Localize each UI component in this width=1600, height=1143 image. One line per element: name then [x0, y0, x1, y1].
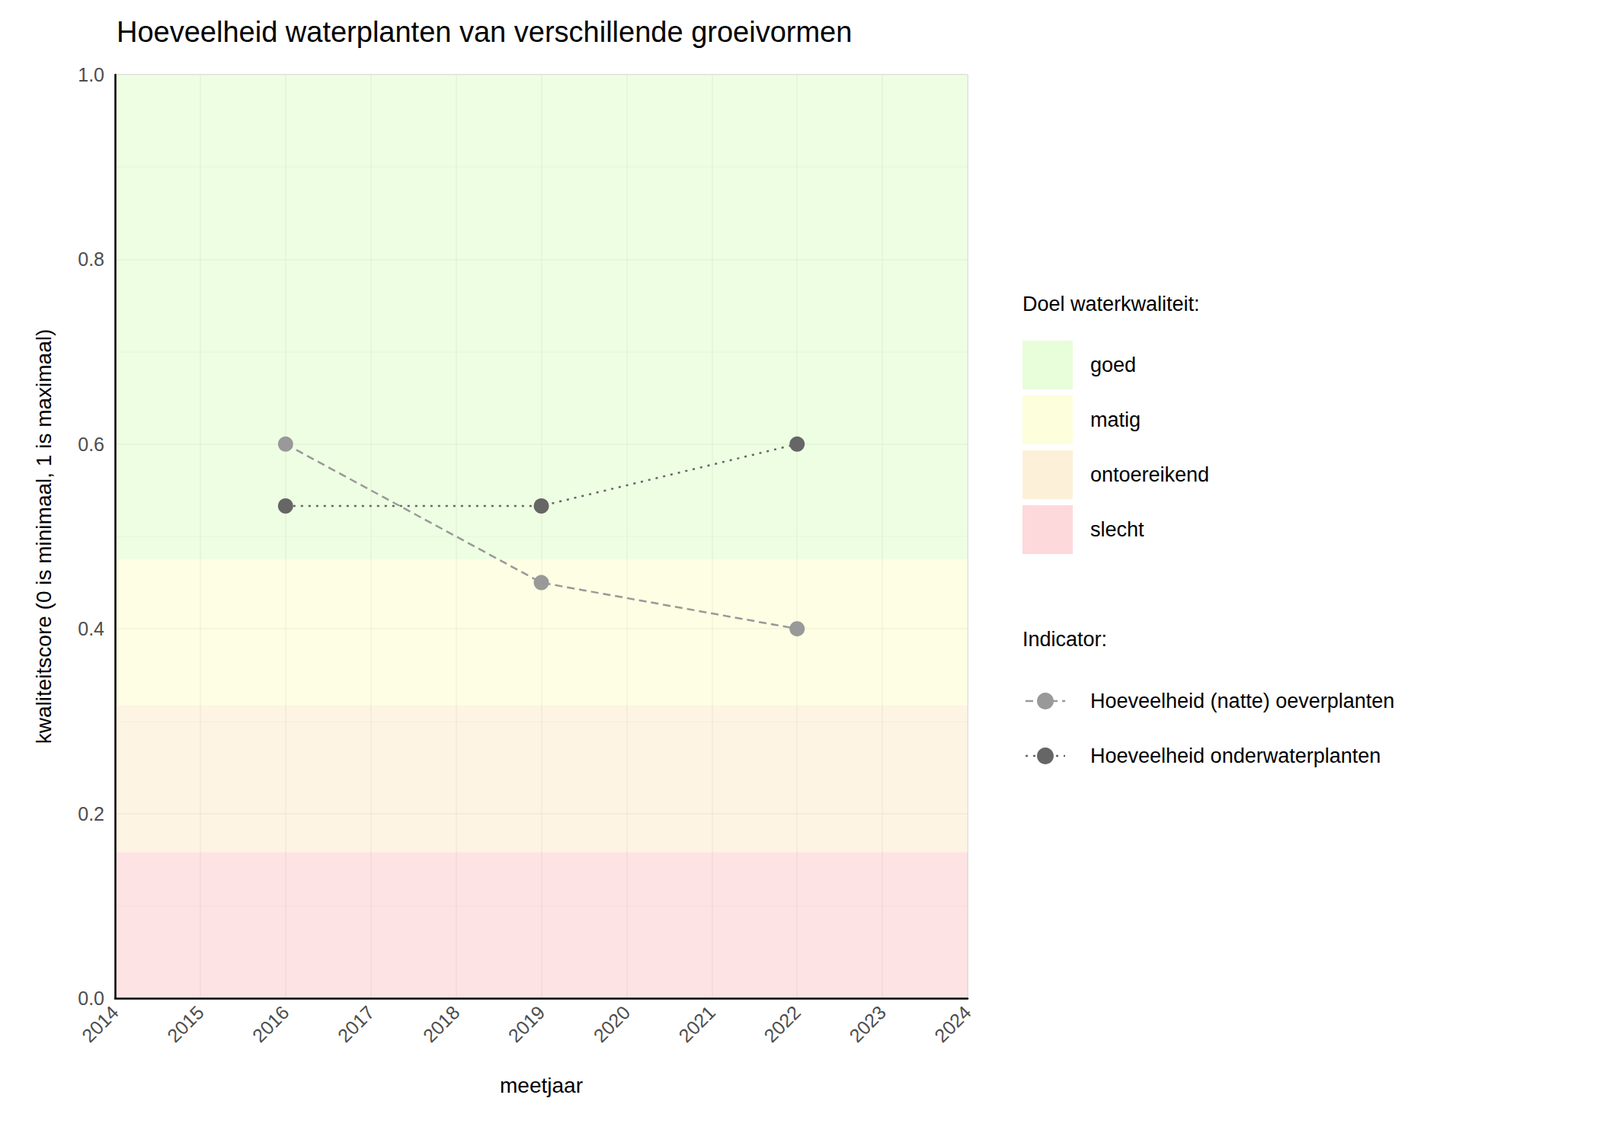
svg-text:2022: 2022 [759, 1001, 805, 1047]
svg-text:2014: 2014 [77, 1001, 123, 1047]
svg-text:kwaliteitscore (0 is minimaal,: kwaliteitscore (0 is minimaal, 1 is maxi… [32, 329, 56, 745]
svg-text:Doel waterkwaliteit:: Doel waterkwaliteit: [1022, 292, 1200, 316]
svg-text:2020: 2020 [588, 1001, 634, 1047]
svg-text:2023: 2023 [844, 1001, 890, 1047]
svg-text:matig: matig [1090, 408, 1141, 432]
svg-text:Indicator:: Indicator: [1022, 627, 1108, 651]
svg-text:0.0: 0.0 [77, 987, 105, 1009]
svg-text:slecht: slecht [1090, 518, 1145, 541]
svg-text:ontoereikend: ontoereikend [1090, 463, 1210, 487]
svg-text:2018: 2018 [418, 1001, 464, 1047]
svg-text:goed: goed [1090, 353, 1136, 377]
svg-text:2019: 2019 [503, 1001, 549, 1047]
svg-text:2021: 2021 [674, 1001, 720, 1047]
svg-text:meetjaar: meetjaar [499, 1073, 583, 1098]
svg-text:2016: 2016 [248, 1001, 294, 1047]
svg-text:Hoeveelheid (natte) oeverplant: Hoeveelheid (natte) oeverplanten [1090, 689, 1395, 713]
svg-text:Hoeveelheid onderwaterplanten: Hoeveelheid onderwaterplanten [1090, 744, 1381, 768]
svg-text:0.6: 0.6 [77, 433, 105, 455]
svg-text:0.8: 0.8 [77, 248, 105, 270]
svg-text:Hoeveelheid waterplanten van v: Hoeveelheid waterplanten van verschillen… [116, 16, 852, 48]
svg-text:2017: 2017 [332, 1001, 378, 1047]
svg-text:0.2: 0.2 [77, 803, 105, 825]
svg-text:2015: 2015 [163, 1001, 208, 1047]
svg-text:0.4: 0.4 [77, 617, 105, 640]
svg-text:1.0: 1.0 [77, 64, 105, 86]
svg-text:2024: 2024 [930, 1001, 976, 1047]
